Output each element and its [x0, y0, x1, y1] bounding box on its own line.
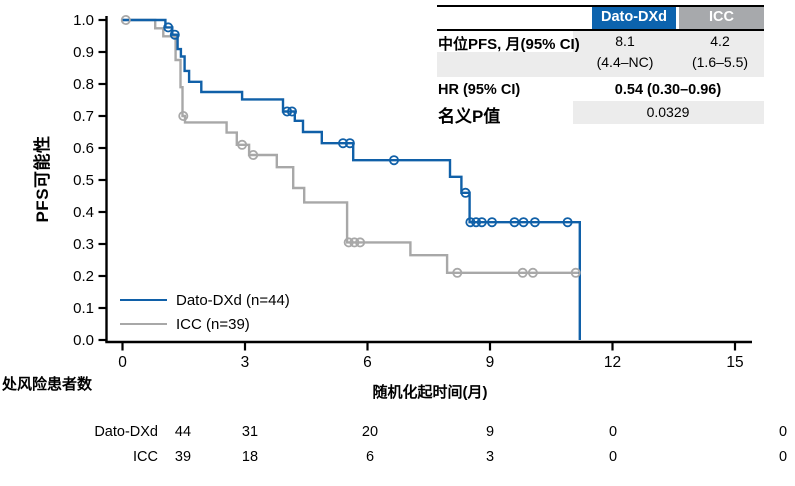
at-risk-value: 39 [174, 449, 192, 465]
p-row-shade [573, 101, 764, 124]
at-risk-value: 0 [778, 449, 788, 465]
at-risk-value: 31 [241, 424, 259, 440]
at-risk-row-label: Dato-DXd [94, 424, 158, 440]
median-dato-value: 8.1 [615, 33, 635, 49]
at-risk-title: 处风险患者数 [2, 376, 93, 393]
svg-text:0.1: 0.1 [73, 300, 94, 317]
svg-text:0.3: 0.3 [73, 236, 94, 253]
hr-label: HR (95% CI) [438, 82, 521, 98]
at-risk-value: 18 [241, 449, 259, 465]
svg-text:12: 12 [604, 354, 621, 371]
svg-text:0.9: 0.9 [73, 44, 94, 61]
table-header-rule [437, 29, 764, 31]
table-top-rule [437, 5, 764, 8]
svg-text:0.0: 0.0 [73, 332, 94, 349]
column-header-icc: ICC [679, 7, 764, 29]
svg-text:0.4: 0.4 [73, 204, 94, 221]
svg-text:0: 0 [118, 354, 127, 371]
median-dato-ci: (4.4–NC) [596, 54, 654, 70]
hr-value: 0.54 (0.30–0.96) [614, 82, 722, 98]
dato-line-swatch-icon [120, 298, 167, 302]
at-risk-value: 44 [174, 424, 192, 440]
median-icc-ci: (1.6–5.5) [691, 54, 749, 70]
legend: Dato-DXd (n=44) ICC (n=39) [120, 288, 290, 336]
svg-text:9: 9 [486, 354, 495, 371]
p-value-label: 名义P值 [438, 107, 501, 126]
at-risk-value: 20 [361, 424, 379, 440]
at-risk-value: 3 [485, 449, 495, 465]
column-header-dato-dxd: Dato-DXd [592, 7, 676, 29]
svg-text:0.7: 0.7 [73, 108, 94, 125]
svg-text:0.8: 0.8 [73, 76, 94, 93]
svg-text:3: 3 [241, 354, 250, 371]
legend-label-dato: Dato-DXd (n=44) [176, 291, 290, 309]
median-row-shade-left [437, 52, 573, 77]
svg-text:0.5: 0.5 [73, 172, 94, 189]
median-pfs-label: 中位PFS, 月(95% CI) [438, 36, 580, 53]
legend-label-icc: ICC (n=39) [176, 315, 250, 333]
at-risk-row-icc: ICC 39 18 6 3 0 0 [0, 449, 795, 469]
x-axis-title: 随机化起时间(月) [372, 384, 488, 401]
svg-text:1.0: 1.0 [73, 12, 94, 29]
icc-line-swatch-icon [120, 322, 167, 326]
y-axis-title: PFS可能性 [33, 135, 52, 223]
svg-text:0.6: 0.6 [73, 140, 94, 157]
at-risk-value: 0 [778, 424, 788, 440]
at-risk-row-dato: Dato-DXd 44 31 20 9 0 0 [0, 424, 795, 444]
at-risk-value: 6 [365, 449, 375, 465]
svg-text:0.2: 0.2 [73, 268, 94, 285]
legend-item-icc: ICC (n=39) [120, 312, 290, 336]
results-table: Dato-DXd ICC 中位PFS, 月(95% CI) 8.1 4.2 (4… [437, 4, 767, 126]
at-risk-value: 0 [608, 424, 618, 440]
svg-text:6: 6 [363, 354, 372, 371]
svg-text:15: 15 [726, 354, 743, 371]
median-icc-value: 4.2 [710, 33, 730, 49]
p-value: 0.0329 [646, 104, 690, 120]
at-risk-value: 0 [608, 449, 618, 465]
at-risk-value: 9 [485, 424, 495, 440]
median-row-shade [573, 31, 764, 77]
at-risk-row-label: ICC [133, 449, 158, 465]
legend-item-dato: Dato-DXd (n=44) [120, 288, 290, 312]
